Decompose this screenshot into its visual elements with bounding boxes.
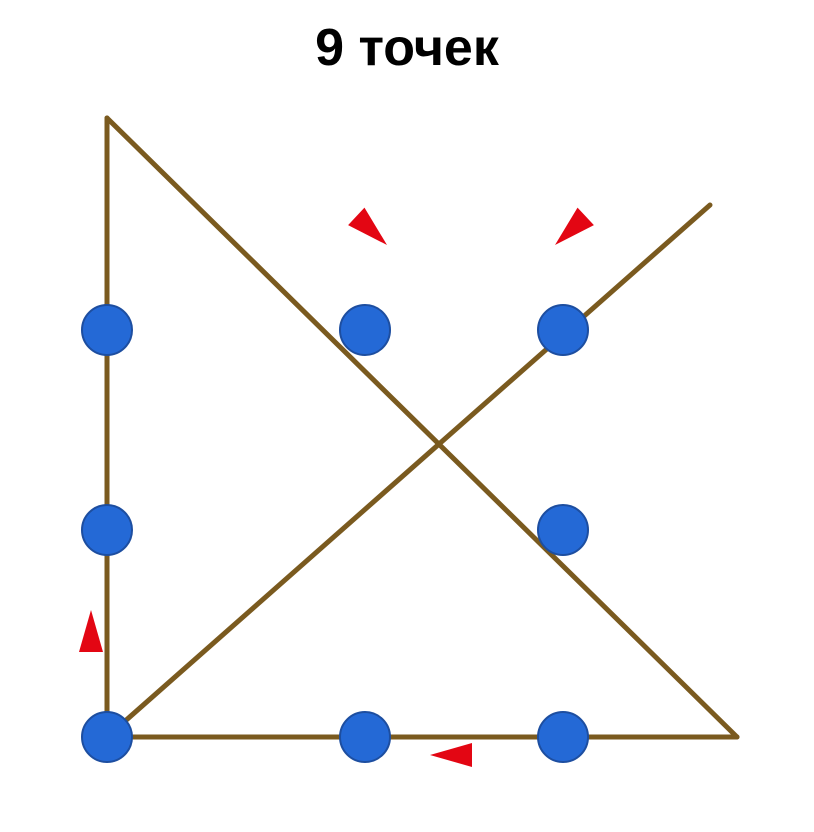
arrow-icon — [79, 610, 103, 652]
dot — [340, 712, 390, 762]
solution-lines — [107, 118, 737, 737]
dot — [82, 305, 132, 355]
line-segment — [107, 205, 710, 737]
arrow-icon — [547, 208, 594, 254]
arrow-icon — [348, 208, 395, 254]
dot — [538, 305, 588, 355]
dot — [82, 712, 132, 762]
dot — [538, 505, 588, 555]
line-segment — [107, 118, 737, 737]
dot — [340, 305, 390, 355]
diagram-canvas — [0, 0, 814, 832]
dot — [538, 712, 588, 762]
dot — [82, 505, 132, 555]
direction-arrows — [79, 208, 594, 767]
arrow-icon — [430, 743, 472, 767]
